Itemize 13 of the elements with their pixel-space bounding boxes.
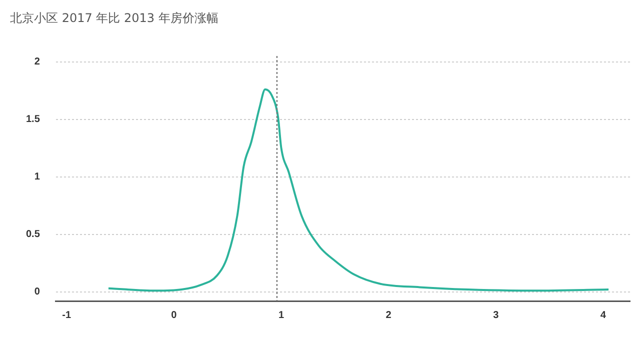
chart-title: 北京小区 2017 年比 2013 年房价涨幅 [10, 10, 218, 27]
x-tick-label: 0 [171, 310, 178, 321]
x-tick-label: 2 [386, 310, 392, 321]
y-tick-label: 1 [34, 172, 40, 183]
x-tick-label: 4 [600, 310, 606, 321]
x-tick-label: 3 [493, 310, 500, 321]
y-tick-label: 1.5 [26, 114, 40, 126]
y-tick-label: 0 [34, 286, 40, 298]
x-tick-label: -1 [62, 310, 72, 321]
y-tick-label: 0.5 [26, 229, 40, 240]
x-tick-label: 1 [278, 310, 284, 321]
line-series [107, 88, 610, 292]
y-tick-label: 2 [34, 56, 40, 68]
